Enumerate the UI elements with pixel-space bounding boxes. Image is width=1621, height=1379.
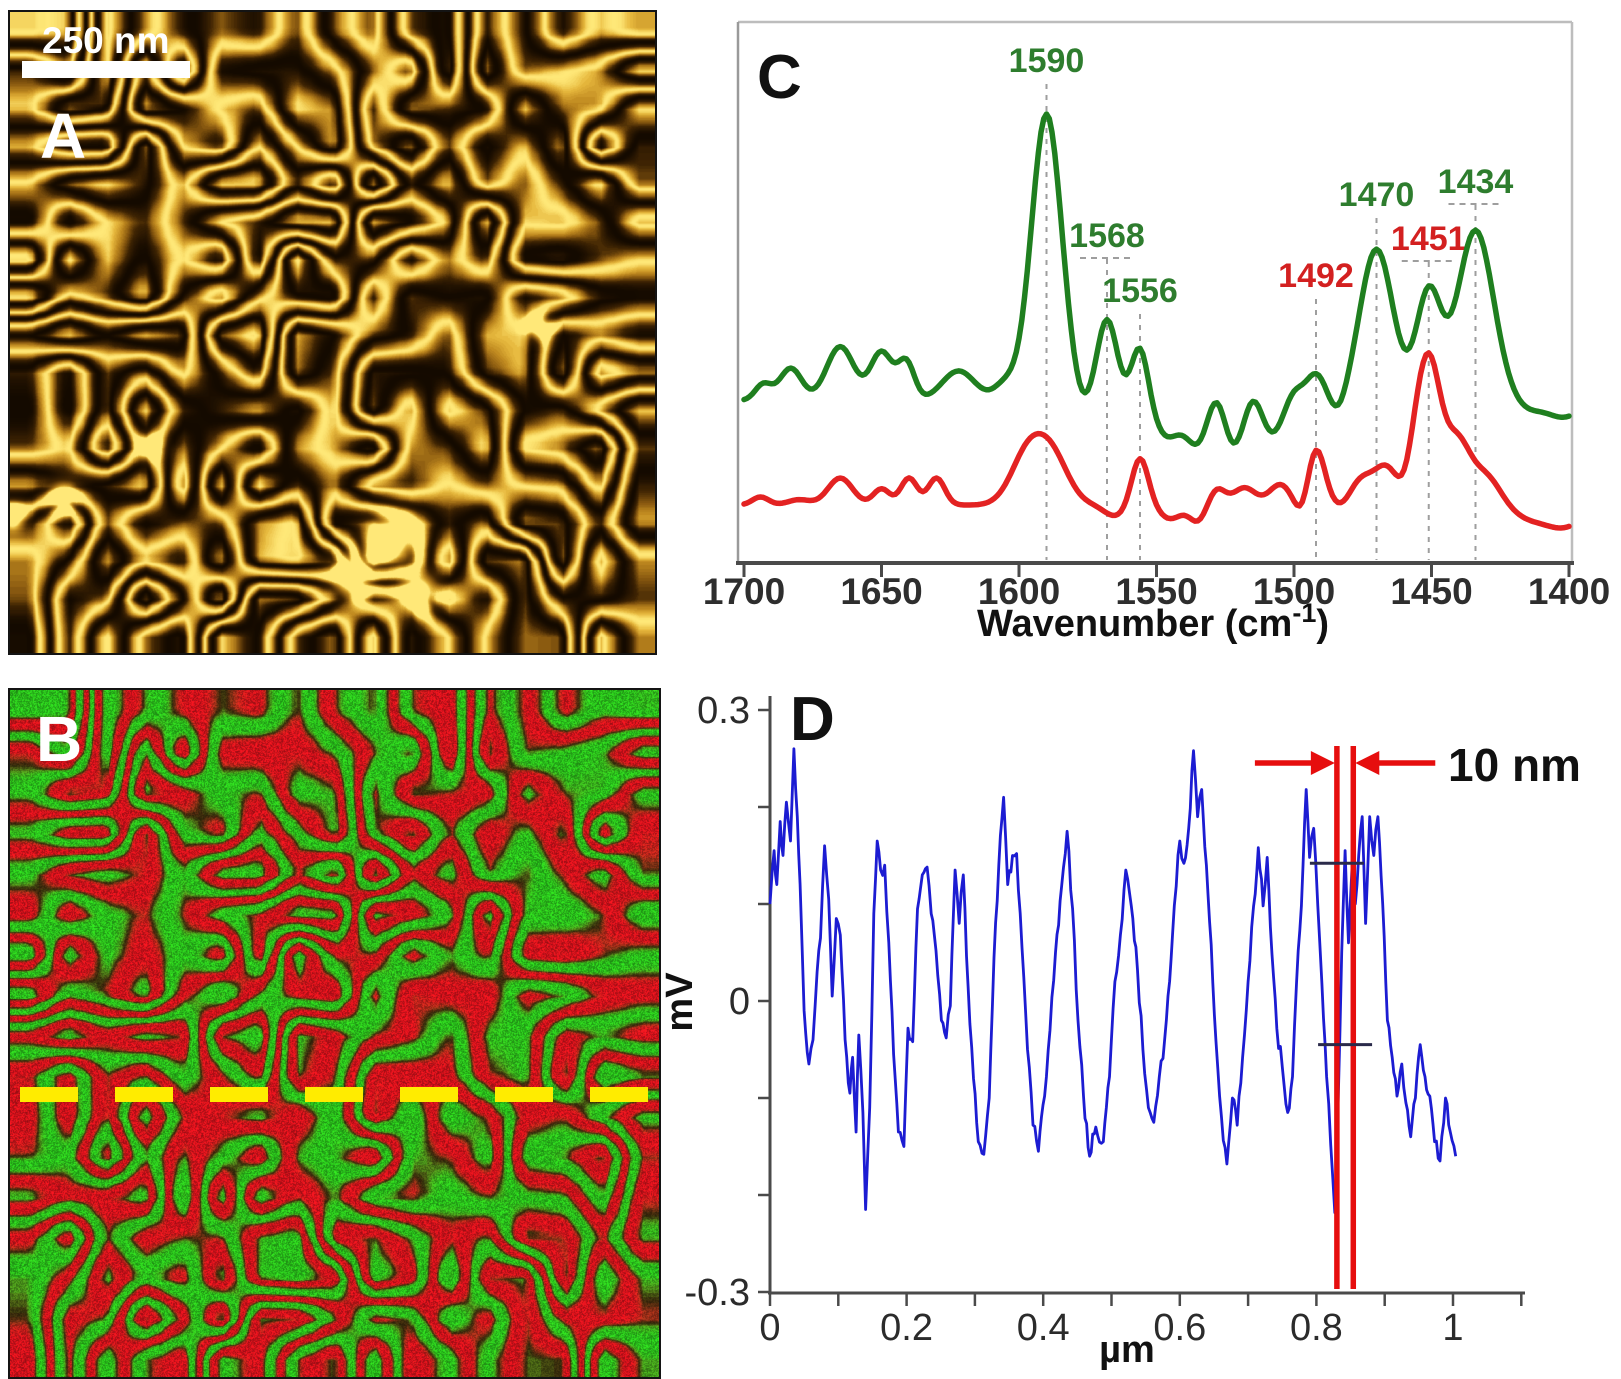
peak-label: 1451 bbox=[1391, 220, 1467, 258]
panel-d-label: D bbox=[790, 685, 835, 754]
scale-bar-label: 250 nm bbox=[42, 20, 170, 61]
c-axis-tick-label: 1650 bbox=[840, 571, 922, 612]
spectrum-curve bbox=[741, 111, 1572, 448]
scale-bar bbox=[22, 61, 190, 78]
d-yaxis-tick-label: 0 bbox=[729, 981, 750, 1023]
chemical-map-image bbox=[8, 688, 661, 1379]
panel-c-label: C bbox=[757, 43, 802, 112]
d-yaxis-tick-label: -0.3 bbox=[685, 1272, 750, 1314]
d-xaxis-tick-label: 0.6 bbox=[1153, 1307, 1206, 1349]
panel-b-label: B bbox=[36, 703, 83, 775]
peak-label: 1568 bbox=[1069, 217, 1145, 255]
c-axis-tick-label: 1400 bbox=[1528, 571, 1610, 612]
d-yaxis-tick-label: 0.3 bbox=[697, 690, 750, 732]
c-axis-tick-label: 1450 bbox=[1390, 571, 1472, 612]
arrow-right-head-icon bbox=[1355, 751, 1380, 775]
c-axis-tick-label: 1500 bbox=[1253, 571, 1335, 612]
panel-c-plot: 1700 1650 1600 1550 1500 1450 1400 1590 1568 1556… bbox=[703, 42, 1610, 612]
peak-label: 1556 bbox=[1102, 272, 1178, 310]
profile-line-marker bbox=[20, 1087, 657, 1102]
panel-d-plot: 0 0.2 0.4 0.6 0.8 10.30-0.3 bbox=[685, 690, 1523, 1349]
peak-label: 1470 bbox=[1339, 176, 1415, 214]
c-axis-tick-label: 1600 bbox=[978, 571, 1060, 612]
d-xaxis-title: µm bbox=[1099, 1329, 1155, 1371]
spectrum-curve bbox=[741, 350, 1572, 531]
d-xaxis-tick-label: 0.2 bbox=[880, 1307, 933, 1349]
panel-d-frame bbox=[768, 696, 1525, 1295]
distance-annotation: 10 nm bbox=[1448, 739, 1581, 791]
panel-a-label: A bbox=[40, 100, 87, 172]
c-axis-tick-label: 1700 bbox=[703, 571, 785, 612]
d-xaxis-tick-label: 0.4 bbox=[1017, 1307, 1070, 1349]
profile-curve bbox=[768, 747, 1458, 1214]
d-xaxis-tick-label: 0 bbox=[759, 1307, 780, 1349]
afm-topography-image bbox=[8, 10, 657, 655]
c-xaxis-title: Wavenumber (cm-1) bbox=[977, 598, 1329, 645]
arrow-left-head-icon bbox=[1310, 751, 1335, 775]
peak-label: 1590 bbox=[1009, 42, 1085, 80]
d-xaxis-tick-label: 0.8 bbox=[1290, 1307, 1343, 1349]
peak-label: 1492 bbox=[1278, 257, 1354, 295]
d-yaxis-title: mV bbox=[659, 972, 701, 1032]
c-axis-tick-label: 1550 bbox=[1115, 571, 1197, 612]
d-xaxis-tick-label: 1 bbox=[1442, 1307, 1463, 1349]
peak-label: 1434 bbox=[1438, 163, 1514, 201]
